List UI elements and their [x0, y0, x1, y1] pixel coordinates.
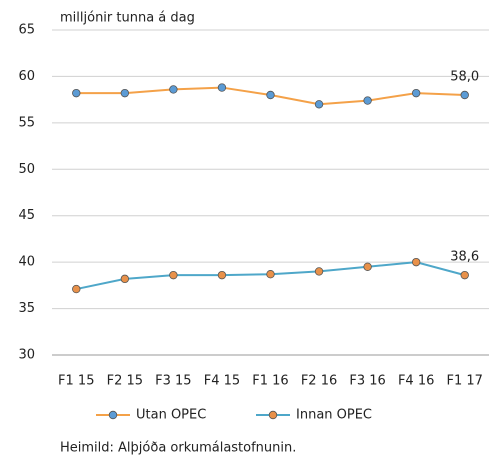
x-tick-label: F3 16 [349, 374, 385, 389]
point-marker [217, 83, 227, 92]
y-axis-label: milljónir tunna á dag [60, 11, 195, 26]
y-tick-label: 40 [18, 255, 35, 270]
point-marker [314, 100, 324, 109]
y-tick-label: 60 [18, 69, 35, 84]
legend-label: Innan OPEC [296, 408, 372, 423]
point-marker [266, 270, 275, 279]
y-tick-label: 45 [18, 208, 35, 223]
x-tick-label: F2 15 [107, 374, 143, 389]
point-marker [217, 270, 227, 280]
y-tick-label: 35 [18, 301, 35, 316]
point-marker [120, 88, 130, 98]
data-label: 38,6 [450, 250, 479, 265]
point-marker [460, 270, 469, 280]
x-tick-label: F4 16 [398, 374, 434, 389]
point-marker [72, 88, 81, 98]
x-tick-label: F1 16 [252, 374, 288, 389]
y-tick-label: 30 [18, 348, 35, 363]
x-tick-label: F1 17 [447, 374, 483, 389]
legend-marker [268, 410, 278, 420]
point-marker [120, 274, 130, 284]
x-tick-label: F4 15 [204, 374, 240, 389]
point-marker [411, 257, 421, 267]
y-tick-label: 65 [18, 23, 35, 38]
point-marker [169, 85, 178, 94]
x-tick-label: F2 16 [301, 374, 337, 389]
point-marker [363, 96, 372, 105]
point-marker [363, 262, 372, 271]
point-marker [314, 267, 324, 276]
source-note: Heimild: Alþjóða orkumálastofnunin. [60, 441, 296, 456]
point-marker [411, 88, 421, 98]
point-marker [266, 90, 275, 100]
point-marker [72, 284, 81, 294]
x-tick-label: F3 15 [155, 374, 191, 389]
legend-label: Utan OPEC [136, 408, 206, 423]
legend-marker [108, 410, 118, 420]
y-tick-label: 50 [18, 162, 35, 177]
point-marker [169, 270, 178, 280]
point-marker [460, 90, 469, 100]
x-tick-label: F1 15 [58, 374, 94, 389]
y-tick-label: 55 [18, 115, 35, 130]
data-label: 58,0 [450, 70, 479, 85]
